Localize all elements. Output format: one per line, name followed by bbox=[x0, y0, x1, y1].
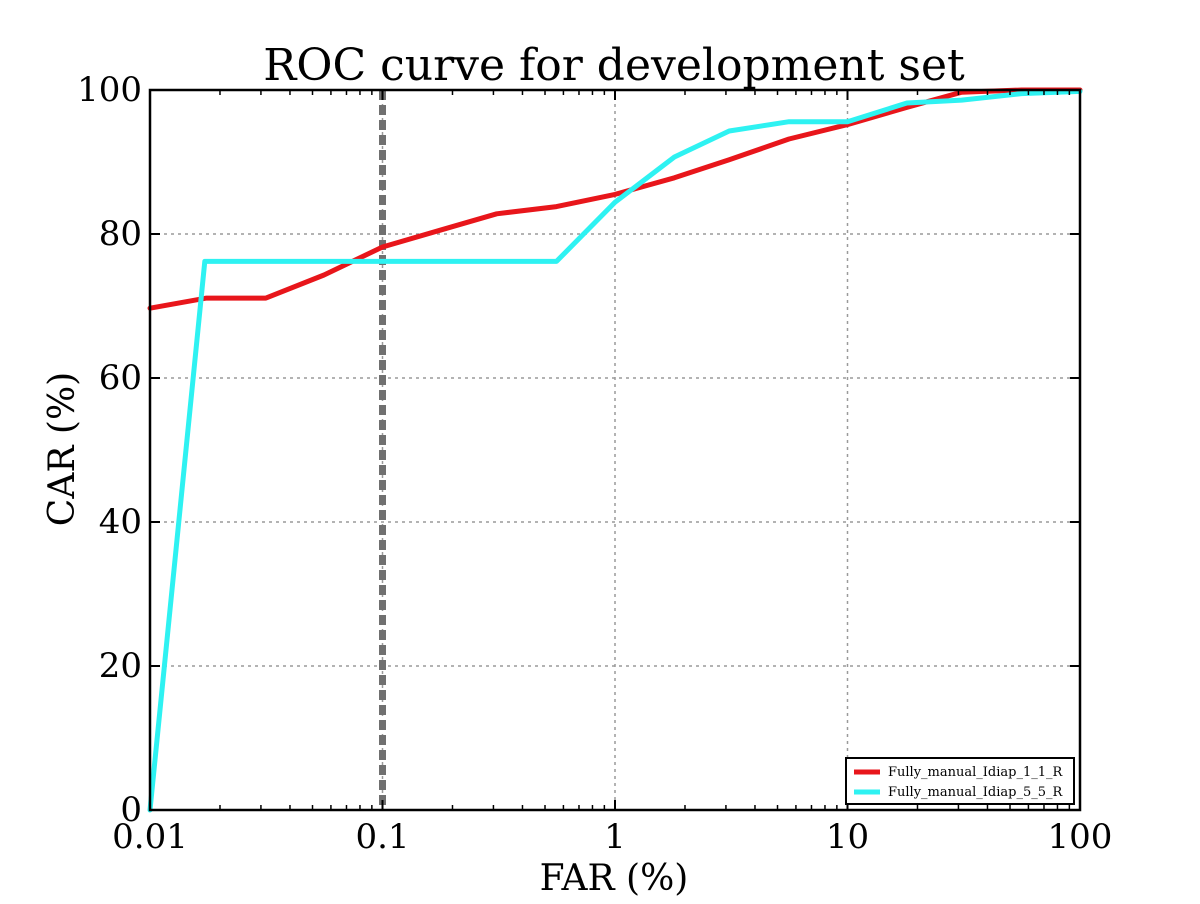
tick-layer: 0.01 0.1 1 10 100 0 20 40 60 80 100 bbox=[77, 70, 1112, 857]
series-line-2 bbox=[147, 88, 1083, 813]
y-tick-label: 40 bbox=[99, 502, 142, 542]
x-axis-title: FAR (%) bbox=[540, 858, 689, 899]
legend-box bbox=[845, 757, 1075, 805]
chart-title: ROC curve for development set bbox=[263, 40, 965, 91]
x-tick-label: 0.1 bbox=[355, 817, 409, 857]
y-tick-label: 0 bbox=[120, 790, 142, 830]
y-tick-label: 20 bbox=[99, 646, 142, 686]
grid-layer bbox=[150, 90, 1080, 810]
x-tick-label: 0.01 bbox=[112, 817, 188, 857]
legend-label: Fully_manual_Idiap_5_5_R bbox=[888, 785, 1064, 800]
x-tick-label: 100 bbox=[1048, 817, 1113, 857]
y-tick-label: 100 bbox=[77, 70, 142, 110]
series-line-1 bbox=[147, 87, 1083, 311]
y-tick-label: 60 bbox=[99, 358, 142, 398]
series-layer bbox=[147, 87, 1083, 813]
y-tick-label: 80 bbox=[99, 214, 142, 254]
x-tick-label: 1 bbox=[604, 817, 626, 857]
x-tick-label: 10 bbox=[826, 817, 869, 857]
legend-label: Fully_manual_Idiap_1_1_R bbox=[888, 765, 1064, 780]
y-axis-title: CAR (%) bbox=[42, 372, 83, 526]
legend: Fully_manual_Idiap_1_1_R Fully_manual_Idi… bbox=[845, 757, 1075, 805]
